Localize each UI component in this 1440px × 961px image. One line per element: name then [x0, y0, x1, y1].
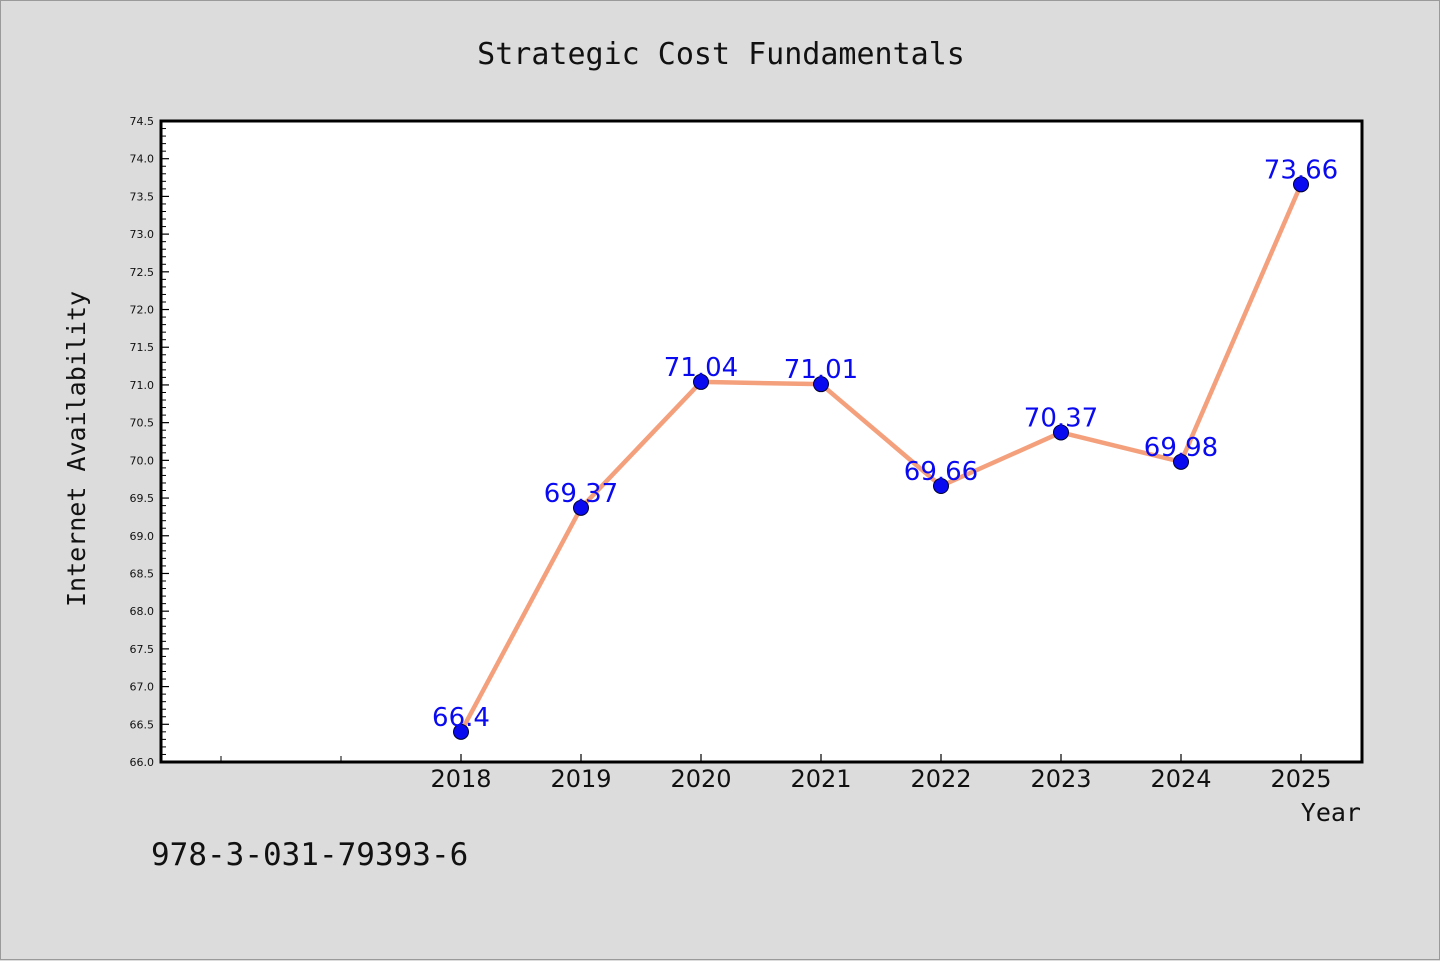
data-label: 71.04 — [664, 353, 738, 383]
x-tick-label: 2024 — [1150, 765, 1211, 793]
x-axis-label: Year — [1301, 798, 1361, 827]
x-tick-label: 2019 — [550, 765, 611, 793]
data-point — [693, 373, 709, 390]
y-tick-label: 69.0 — [130, 530, 155, 543]
data-point — [1293, 176, 1309, 193]
isbn-text: 978-3-031-79393-6 — [151, 837, 468, 873]
y-tick-label: 68.0 — [130, 605, 155, 618]
y-axis: 66.0 66.5 67.0 67.5 68.0 68.5 69.0 69.5 70.0 70.5… — [130, 115, 169, 769]
y-tick-label: 74.5 — [130, 115, 155, 128]
data-label: 69.98 — [1144, 433, 1218, 463]
y-tick-label: 73.5 — [130, 190, 155, 203]
y-tick-label: 69.5 — [130, 492, 155, 505]
data-label: 69.37 — [544, 479, 618, 509]
y-tick-label: 71.5 — [130, 341, 155, 354]
y-tick-label: 71.0 — [130, 379, 155, 392]
x-tick-label: 2025 — [1270, 765, 1331, 793]
data-label: 73.66 — [1264, 155, 1338, 185]
y-tick-label: 66.5 — [130, 718, 155, 731]
y-tick-label: 70.5 — [130, 417, 155, 430]
data-point — [573, 499, 589, 516]
series-line — [458, 182, 1304, 735]
data-point — [933, 477, 949, 494]
x-axis: 2018 2019 2020 2021 2022 2023 2024 2025 — [220, 754, 1332, 793]
plot-area — [159, 119, 1364, 764]
x-tick-label: 2020 — [670, 765, 731, 793]
data-point — [1053, 424, 1069, 441]
x-tick-label: 2018 — [430, 765, 491, 793]
chart-title: Strategic Cost Fundamentals — [477, 37, 965, 72]
y-tick-label: 73.0 — [130, 228, 155, 241]
x-tick-label: 2022 — [910, 765, 971, 793]
x-tick-label: 2023 — [1030, 765, 1091, 793]
y-tick-label: 70.0 — [130, 454, 155, 467]
y-tick-label: 74.0 — [130, 153, 155, 166]
y-tick-label: 72.5 — [130, 266, 155, 279]
y-tick-label: 67.5 — [130, 643, 155, 656]
y-tick-label: 66.0 — [130, 756, 155, 769]
y-tick-label: 67.0 — [130, 681, 155, 694]
x-tick-label: 2021 — [790, 765, 851, 793]
data-point — [453, 723, 469, 740]
data-point — [813, 376, 829, 393]
y-tick-label: 68.5 — [130, 567, 155, 580]
data-label: 71.01 — [784, 355, 858, 385]
data-label: 70.37 — [1024, 403, 1098, 433]
y-axis-label: Internet Availability — [62, 291, 91, 607]
data-point — [1173, 453, 1189, 470]
data-label: 69.66 — [904, 457, 978, 487]
data-label: 66.4 — [432, 703, 490, 733]
series-0: 66.4 69.37 71.04 71.01 69.66 70.37 69.98 73.66 — [432, 155, 1338, 740]
y-tick-label: 72.0 — [130, 304, 155, 317]
